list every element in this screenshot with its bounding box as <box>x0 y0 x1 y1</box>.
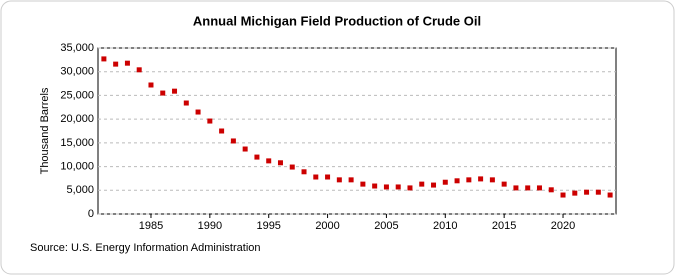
data-point <box>336 177 342 183</box>
data-point <box>242 146 248 152</box>
data-point <box>113 61 119 67</box>
data-point <box>301 169 307 175</box>
y-tick-label: 15,000 <box>60 137 94 149</box>
data-point <box>442 179 448 185</box>
data-point <box>230 138 236 144</box>
data-point <box>160 90 166 96</box>
x-tick-label: 2010 <box>433 220 457 232</box>
data-point <box>513 185 519 191</box>
data-point <box>148 82 154 88</box>
data-point <box>372 183 378 189</box>
data-point <box>289 164 295 170</box>
y-tick-label: 5,000 <box>66 184 94 196</box>
data-point <box>395 184 401 190</box>
y-tick-label: 10,000 <box>60 160 94 172</box>
data-point <box>454 178 460 184</box>
data-point <box>536 185 542 191</box>
x-tick-label: 2020 <box>551 220 575 232</box>
data-point <box>501 181 507 187</box>
y-tick-label: 35,000 <box>60 42 94 54</box>
data-point <box>489 177 495 183</box>
data-point <box>124 60 130 66</box>
data-point <box>466 177 472 183</box>
x-tick-label: 1995 <box>256 220 280 232</box>
data-point <box>254 154 260 160</box>
data-point <box>207 118 213 124</box>
data-point <box>325 174 331 180</box>
data-point <box>584 189 590 195</box>
data-point <box>595 189 601 195</box>
data-point <box>183 100 189 106</box>
data-point <box>172 88 178 94</box>
data-point <box>277 160 283 166</box>
data-point <box>313 174 319 180</box>
data-point <box>478 176 484 182</box>
y-axis-title: Thousand Barrels <box>39 87 51 174</box>
data-point <box>419 181 425 187</box>
data-point <box>407 185 413 191</box>
data-point <box>360 181 366 187</box>
x-tick-label: 1990 <box>198 220 222 232</box>
data-point <box>348 177 354 183</box>
x-tick-label: 2000 <box>315 220 339 232</box>
y-tick-label: 0 <box>88 208 94 220</box>
x-tick-label: 1985 <box>139 220 163 232</box>
data-point <box>219 128 225 134</box>
data-point <box>431 182 437 188</box>
data-point <box>266 158 272 164</box>
y-tick-label: 25,000 <box>60 89 94 101</box>
y-tick-label: 30,000 <box>60 66 94 78</box>
data-point <box>572 190 578 196</box>
data-point <box>525 185 531 191</box>
data-point <box>136 67 142 73</box>
data-point <box>548 187 554 193</box>
source-note: Source: U.S. Energy Information Administ… <box>30 242 261 254</box>
x-tick-label: 2005 <box>374 220 398 232</box>
chart-title: Annual Michigan Field Production of Crud… <box>193 13 481 28</box>
y-tick-label: 20,000 <box>60 113 94 125</box>
data-point <box>383 184 389 190</box>
data-point <box>101 56 107 62</box>
x-tick-label: 2015 <box>492 220 516 232</box>
data-point <box>560 192 566 198</box>
data-point <box>607 192 613 198</box>
data-point <box>195 109 201 115</box>
